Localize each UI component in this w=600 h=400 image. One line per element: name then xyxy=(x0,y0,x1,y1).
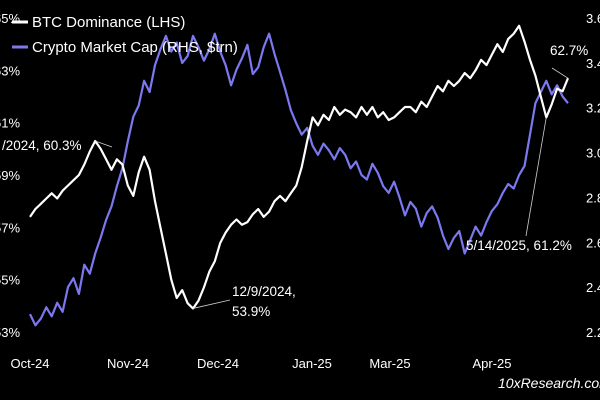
x-tick-label: Dec-24 xyxy=(197,356,239,371)
series-lines xyxy=(29,24,570,327)
y-left-tick-label: 65% xyxy=(0,11,20,26)
watermark: 10xResearch.com xyxy=(498,375,600,391)
y-axis-left: 65% 63% 61% 59% 57% 55% 53% xyxy=(0,11,20,340)
annotation-leader-line xyxy=(95,140,113,148)
series-line-btc-dominance xyxy=(29,24,570,310)
annotation-leader-line xyxy=(525,117,547,237)
y-right-tick-label: 3.4 xyxy=(586,56,600,71)
y-left-tick-label: 57% xyxy=(0,220,20,235)
y-left-tick-label: 61% xyxy=(0,116,20,131)
annotation-leader-line xyxy=(551,67,569,79)
x-tick-label: Apr-25 xyxy=(472,356,511,371)
legend: BTC Dominance (LHS) Crypto Market Cap (R… xyxy=(12,14,238,56)
y-right-tick-label: 3.0 xyxy=(586,146,600,161)
y-left-tick-label: 55% xyxy=(0,273,20,288)
x-tick-label: Oct-24 xyxy=(10,356,49,371)
legend-item-crypto-market-cap: Crypto Market Cap (RHS, $trn) xyxy=(12,39,238,56)
y-right-tick-label: 3.2 xyxy=(586,101,600,116)
y-right-tick-label: 3.6 xyxy=(586,11,600,26)
x-tick-label: Jan-25 xyxy=(292,356,332,371)
y-left-tick-label: 59% xyxy=(0,168,20,183)
y-axis-right: 3.6 3.4 3.2 3.0 2.8 2.6 2.4 2.2 xyxy=(586,11,600,340)
annotation-label: 62.7% xyxy=(550,43,588,58)
annotation-label: 5/14/2025, 61.2% xyxy=(466,238,572,253)
y-right-tick-label: 2.2 xyxy=(586,325,600,340)
y-right-tick-label: 2.4 xyxy=(586,280,600,295)
annotation-label: 12/9/2024, xyxy=(232,284,296,299)
y-right-tick-label: 2.6 xyxy=(586,235,600,250)
x-axis: Oct-24 Nov-24 Dec-24 Jan-25 Mar-25 Apr-25 xyxy=(10,356,511,371)
y-left-tick-label: 53% xyxy=(0,325,20,340)
legend-item-btc-dominance: BTC Dominance (LHS) xyxy=(12,14,185,31)
annotation-label: 53.9% xyxy=(232,304,270,319)
legend-label-btc-dominance: BTC Dominance (LHS) xyxy=(32,14,185,31)
series-line-crypto-market-cap xyxy=(29,32,569,327)
y-left-tick-label: 63% xyxy=(0,63,20,78)
annotation-label: /2024, 60.3% xyxy=(2,138,82,153)
annotations: /2024, 60.3% 12/9/2024, 53.9% 5/14/2025, 61… xyxy=(2,43,588,319)
x-tick-label: Nov-24 xyxy=(107,356,149,371)
annotation-leader-line xyxy=(192,299,231,309)
legend-label-crypto-market-cap: Crypto Market Cap (RHS, $trn) xyxy=(32,39,238,56)
y-right-tick-label: 2.8 xyxy=(586,190,600,205)
x-tick-label: Mar-25 xyxy=(369,356,410,371)
